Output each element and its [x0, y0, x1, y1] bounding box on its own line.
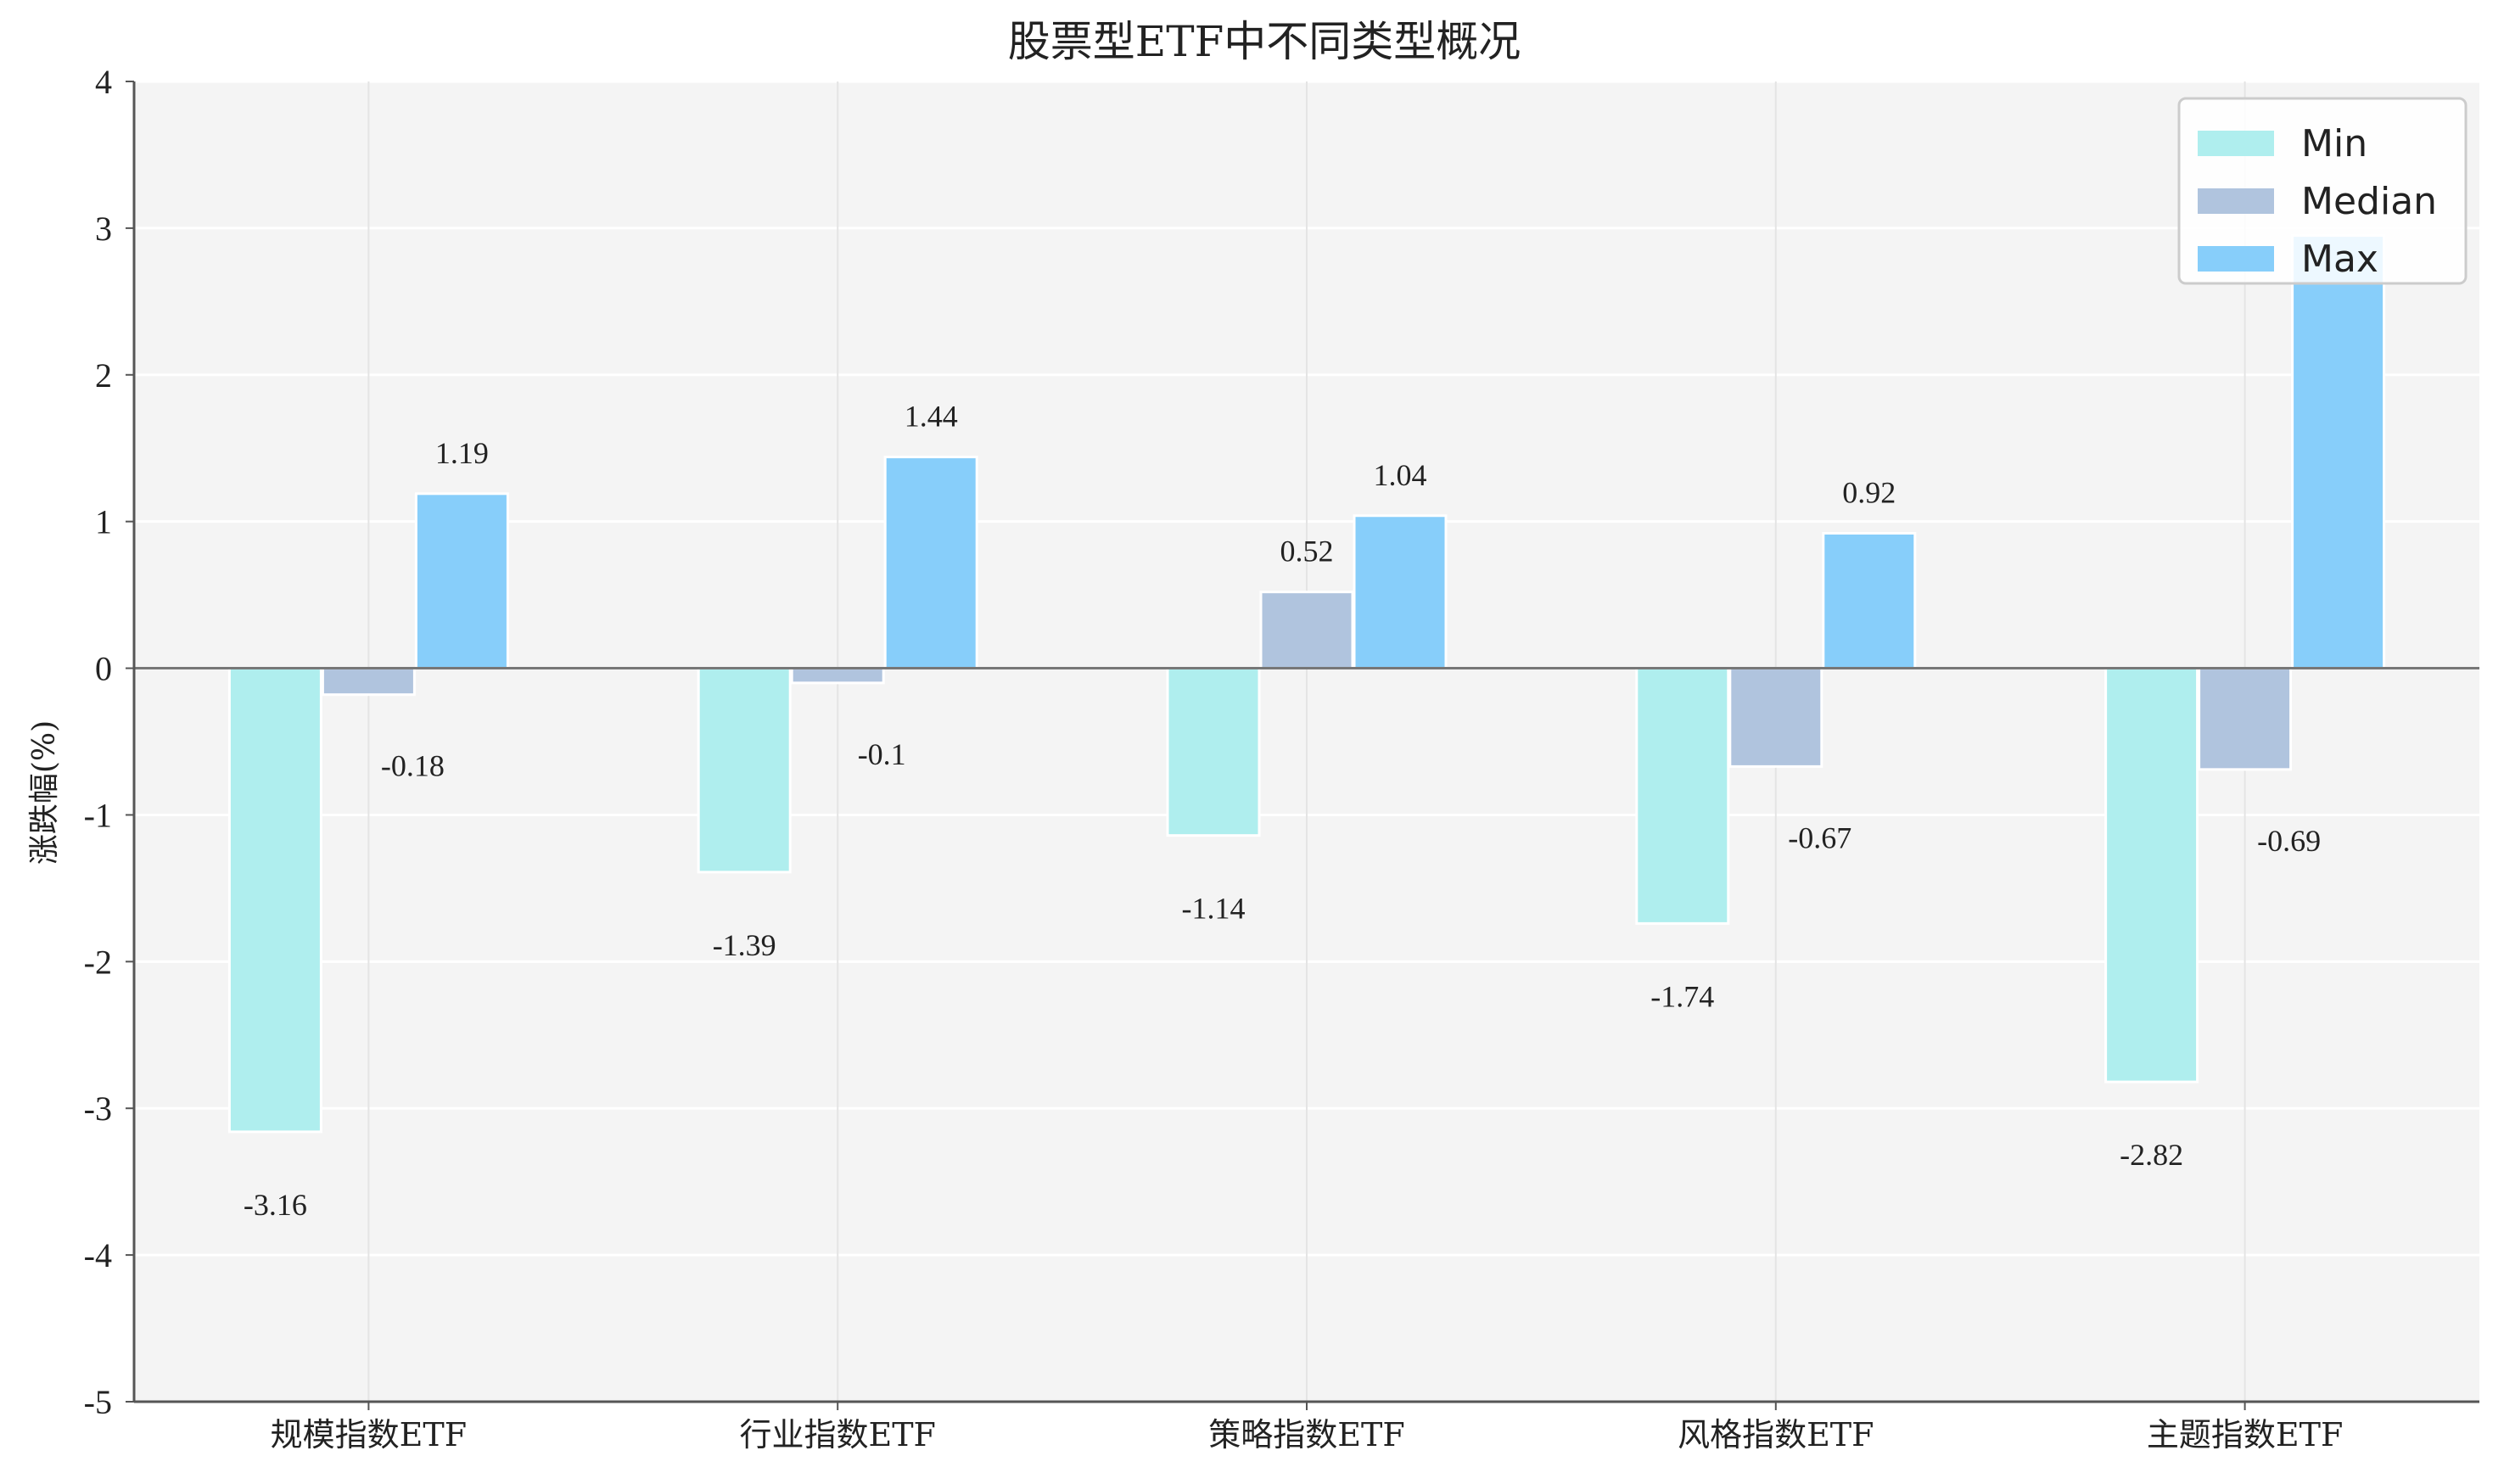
axes: 4 3 2 1 0 -1 -2 -3 -4 -5 规模指数ETF 行业指数ETF 策略指数ETF 风格指数…	[84, 63, 2479, 1453]
legend-label-min: Min	[2301, 122, 2367, 165]
data-label: -0.67	[1788, 820, 1851, 854]
bar-min	[2104, 667, 2199, 1084]
legend-swatch-min	[2198, 131, 2274, 156]
data-label: 1.19	[435, 436, 489, 470]
x-tick-label: 行业指数ETF	[739, 1416, 935, 1453]
bar-max	[1822, 531, 1917, 670]
data-label: -0.1	[858, 737, 906, 771]
data-label: -0.69	[2257, 824, 2321, 858]
data-labels: -3.16 -1.39 -1.14 -1.74 -2.82 -0.18 -0.1 0.52 -0…	[244, 400, 2321, 1222]
data-label: -2.82	[2120, 1138, 2183, 1172]
bar-min	[1635, 667, 1730, 925]
chart-title: 股票型ETF中不同类型概况	[1008, 17, 1521, 66]
legend-swatch-max	[2198, 246, 2274, 272]
x-tick-label: 主题指数ETF	[2147, 1416, 2343, 1453]
legend-label-max: Max	[2301, 238, 2378, 281]
bar-median	[790, 667, 885, 685]
x-tick-label: 规模指数ETF	[271, 1416, 467, 1453]
bar-max	[414, 492, 509, 670]
data-label: 0.92	[1842, 475, 1896, 509]
legend-label-median: Median	[2301, 180, 2437, 223]
bar-min	[697, 667, 792, 874]
data-label: -1.14	[1182, 892, 1246, 926]
bars	[227, 234, 2386, 1134]
bar-max	[2291, 234, 2386, 670]
data-label: -3.16	[244, 1188, 307, 1222]
y-tick-label: 3	[95, 210, 112, 248]
y-tick-label: -1	[84, 796, 112, 834]
bar-max	[1353, 514, 1448, 670]
y-tick-label: 0	[95, 650, 112, 688]
x-tick-label: 策略指数ETF	[1208, 1416, 1404, 1453]
bar-median	[321, 667, 416, 697]
data-label: 1.04	[1374, 458, 1427, 492]
bar-median	[1728, 667, 1823, 768]
bar-min	[1166, 667, 1261, 837]
y-tick-label: -5	[84, 1383, 112, 1421]
y-tick-label: 2	[95, 356, 112, 395]
y-tick-label: -4	[84, 1236, 112, 1274]
legend-swatch-median	[2198, 188, 2274, 214]
bar-min	[227, 667, 322, 1134]
y-tick-label: 1	[95, 503, 112, 541]
bar-median	[2198, 667, 2293, 771]
y-axis-label: 涨跌幅(%)	[27, 720, 62, 865]
data-label: 1.44	[905, 400, 958, 434]
data-label: -0.18	[381, 749, 445, 783]
y-tick-label: -3	[84, 1089, 112, 1128]
bar-max	[883, 456, 978, 670]
data-label: 0.52	[1280, 535, 1334, 568]
y-tick-label: 4	[95, 63, 112, 101]
bar-median	[1259, 591, 1354, 670]
x-tick-label: 风格指数ETF	[1678, 1416, 1874, 1453]
data-label: -1.39	[713, 928, 776, 962]
y-tick-label: -2	[84, 943, 112, 981]
legend: Min Median Max	[2177, 97, 2468, 285]
data-label: -1.74	[1650, 979, 1714, 1013]
